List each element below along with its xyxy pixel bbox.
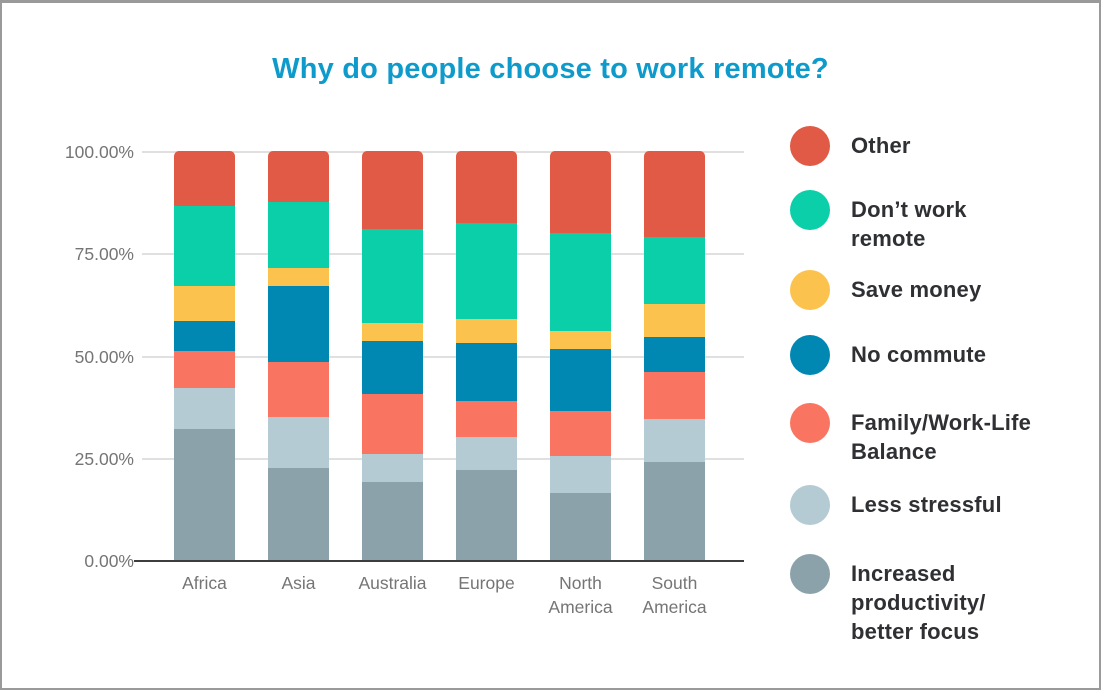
legend-swatch-increased-productivity-better-focus	[790, 554, 830, 594]
x-axis-label-europe: Europe	[458, 573, 515, 593]
bar-south-america-segment-increased-productivity-better-focus	[644, 461, 705, 560]
bar-europe-segment-save-money	[456, 318, 517, 344]
bar-africa-segment-increased-productivity-better-focus	[174, 429, 235, 560]
legend-label-less-stressful: Less stressful	[851, 492, 1002, 517]
bar-europe-segment-no-commute	[456, 343, 517, 401]
bar-africa-segment-no-commute	[174, 320, 235, 352]
bar-south-america-segment-less-stressful	[644, 418, 705, 462]
legend-swatch-don-t-work-remote	[790, 190, 830, 230]
bar-asia-segment-family-work-life-balance	[268, 361, 329, 417]
bar-south-america	[644, 151, 705, 560]
bar-north-america-segment-save-money	[550, 331, 611, 350]
bar-australia-segment-don-t-work-remote	[362, 228, 423, 323]
bar-north-america-segment-don-t-work-remote	[550, 232, 611, 331]
bar-south-america-segment-no-commute	[644, 337, 705, 372]
legend-item-increased-productivity-better-focus: Increased productivity/better focus	[790, 554, 986, 646]
legend-swatch-save-money	[790, 270, 830, 310]
bar-south-america-segment-don-t-work-remote	[644, 236, 705, 305]
x-axis-label-north-america: North America	[548, 573, 613, 617]
legend-item-family-work-life-balance: Family/Work-Life Balance	[790, 403, 1031, 466]
x-axis-label-south-america: South America	[642, 573, 707, 617]
gridline-75	[142, 253, 744, 256]
bar-australia-segment-save-money	[362, 322, 423, 342]
bar-australia-segment-increased-productivity-better-focus	[362, 482, 423, 560]
legend-swatch-no-commute	[790, 335, 830, 375]
y-axis-label-100: 100.00%	[64, 142, 134, 162]
bar-asia-segment-less-stressful	[268, 416, 329, 468]
legend-label-other: Other	[851, 133, 911, 158]
legend-label-save-money: Save money	[851, 277, 982, 302]
bar-north-america-segment-other	[550, 151, 611, 233]
plot-area: 0.00% 25.00% 50.00% 75.00% 100.00% Africa Asia…	[2, 3, 1099, 688]
bar-africa-segment-family-work-life-balance	[174, 351, 235, 389]
bar-north-america-segment-family-work-life-balance	[550, 410, 611, 456]
legend-swatch-family-work-life-balance	[790, 403, 830, 443]
legend-label-family-work-life-balance: Family/Work-Life Balance	[851, 410, 1032, 464]
bar-africa-segment-don-t-work-remote	[174, 206, 235, 287]
legend-item-other: Other	[790, 126, 911, 166]
bar-australia-segment-less-stressful	[362, 453, 423, 483]
bar-africa	[174, 151, 235, 560]
chart-title: Why do people choose to work remote?	[272, 53, 829, 85]
legend-item-no-commute: No commute	[790, 335, 986, 375]
bar-australia	[362, 151, 423, 560]
bar-australia-segment-no-commute	[362, 341, 423, 395]
gridline-25	[142, 457, 744, 460]
y-axis-label-50: 50.00%	[74, 346, 134, 367]
bar-europe-segment-family-work-life-balance	[456, 400, 517, 438]
bar-africa-segment-save-money	[174, 286, 235, 321]
bar-europe-segment-less-stressful	[456, 437, 517, 471]
bar-north-america-segment-less-stressful	[550, 455, 611, 493]
y-axis-label-0: 0.00%	[84, 551, 134, 571]
bar-asia-segment-don-t-work-remote	[268, 202, 329, 268]
gridline-100	[142, 151, 744, 153]
x-axis-label-asia: Asia	[281, 573, 316, 593]
legend-swatch-other	[790, 126, 830, 166]
legend-label-no-commute: No commute	[851, 342, 987, 367]
bar-north-america-segment-increased-productivity-better-focus	[550, 492, 611, 560]
y-axis-label-75: 75.00%	[74, 244, 134, 265]
bar-europe-segment-other	[456, 151, 517, 223]
bar-south-america-segment-save-money	[644, 304, 705, 338]
bar-australia-segment-family-work-life-balance	[362, 394, 423, 454]
legend-label-increased-productivity-better-focus: Increased productivity/better focus	[851, 561, 986, 644]
bar-europe-segment-don-t-work-remote	[456, 222, 517, 319]
gridline-50	[142, 355, 744, 358]
bar-europe	[456, 151, 517, 560]
bar-asia-segment-increased-productivity-better-focus	[268, 467, 329, 560]
x-axis-label-australia: Australia	[358, 573, 427, 593]
bar-north-america	[550, 151, 611, 560]
bar-asia-segment-save-money	[268, 267, 329, 286]
bar-australia-segment-other	[362, 151, 423, 229]
legend-swatch-less-stressful	[790, 485, 830, 525]
bar-asia-segment-no-commute	[268, 286, 329, 362]
bar-asia-segment-other	[268, 151, 329, 203]
legend-item-don-t-work-remote: Don’t work remote	[790, 190, 967, 253]
y-axis-label-25: 25.00%	[74, 448, 134, 469]
bar-asia	[268, 151, 329, 560]
legend-item-save-money: Save money	[790, 270, 981, 310]
bar-south-america-segment-other	[644, 151, 705, 237]
legend-label-don-t-work-remote: Don’t work remote	[851, 197, 967, 251]
bar-africa-segment-other	[174, 151, 235, 207]
bar-europe-segment-increased-productivity-better-focus	[456, 470, 517, 560]
bar-africa-segment-less-stressful	[174, 388, 235, 430]
x-axis-line	[134, 560, 744, 562]
x-axis-label-africa: Africa	[182, 573, 227, 593]
bar-north-america-segment-no-commute	[550, 349, 611, 411]
legend-item-less-stressful: Less stressful	[790, 485, 1002, 525]
bar-south-america-segment-family-work-life-balance	[644, 371, 705, 419]
